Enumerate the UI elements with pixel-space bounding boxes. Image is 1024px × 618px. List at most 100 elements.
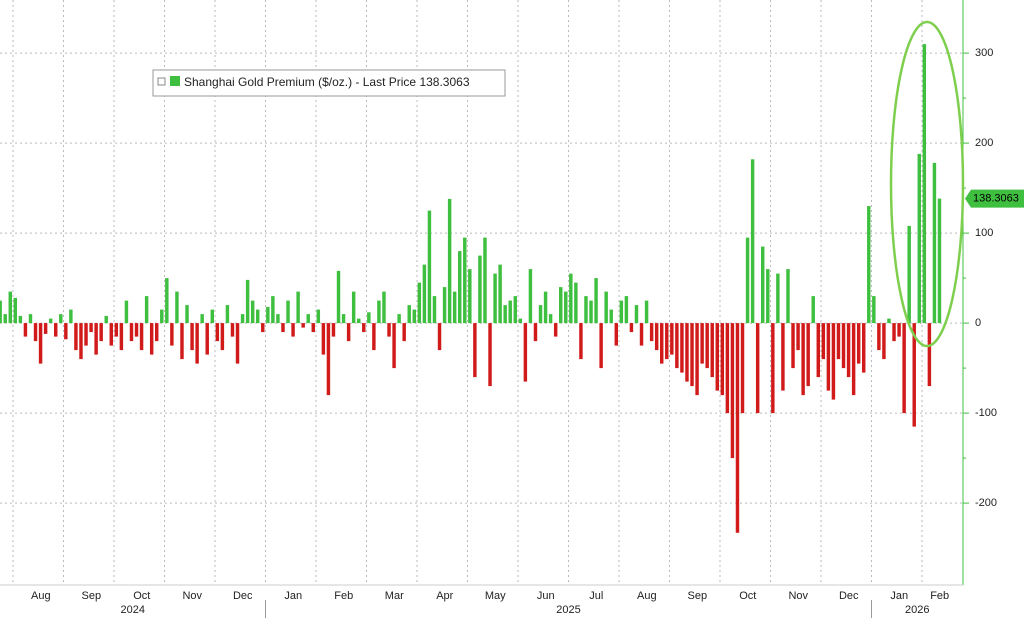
x-tick-label: Oct	[739, 590, 756, 602]
bar	[190, 323, 194, 351]
bar	[43, 323, 48, 334]
bar	[927, 323, 932, 387]
bar	[609, 309, 613, 324]
bar	[533, 323, 538, 342]
bar	[493, 273, 497, 324]
y-tick-label: 200	[975, 137, 993, 149]
x-tick-label: Feb	[930, 590, 949, 602]
bar	[831, 323, 836, 400]
bar	[791, 323, 795, 369]
bar	[543, 291, 548, 324]
bar	[548, 314, 553, 324]
bar	[48, 318, 53, 324]
x-tick-label: Dec	[233, 590, 253, 602]
bar	[624, 296, 629, 324]
bar	[483, 237, 487, 324]
bar	[240, 314, 245, 324]
bar	[351, 291, 356, 324]
x-tick-label: Jun	[537, 590, 555, 602]
bar	[407, 305, 411, 324]
bar	[18, 315, 23, 324]
bar	[104, 315, 108, 324]
bar	[99, 323, 103, 342]
last-price-tag	[965, 189, 1024, 208]
bar	[119, 323, 124, 351]
bar	[644, 300, 649, 324]
bar	[665, 323, 669, 360]
bar	[569, 273, 573, 324]
bar	[149, 323, 154, 355]
bar	[447, 198, 452, 324]
bar	[205, 323, 209, 355]
legend-toggle	[157, 77, 166, 86]
bar	[584, 296, 588, 324]
bar	[649, 323, 654, 342]
bar	[200, 314, 204, 324]
bar	[634, 305, 639, 324]
bar	[160, 309, 164, 324]
bar	[331, 323, 336, 337]
bar	[463, 237, 467, 324]
bar	[402, 323, 406, 342]
bar	[144, 296, 149, 324]
bar	[180, 323, 184, 360]
x-tick-label: Nov	[788, 590, 808, 602]
bar	[417, 282, 422, 324]
bar	[185, 305, 189, 324]
bar	[766, 269, 770, 324]
bar	[392, 323, 396, 369]
bar	[690, 323, 694, 387]
bar	[84, 323, 88, 346]
bar	[851, 323, 856, 396]
year-label: 2026	[905, 604, 929, 616]
bar	[720, 323, 725, 396]
bar	[771, 323, 775, 414]
bar	[816, 323, 820, 378]
x-tick-label: Jul	[589, 590, 603, 602]
bar	[8, 291, 12, 324]
bar	[503, 305, 507, 324]
bar	[907, 225, 911, 324]
bar	[124, 300, 129, 324]
bar	[614, 323, 618, 346]
bar	[912, 323, 916, 427]
bar	[513, 296, 517, 324]
year-label: 2025	[556, 604, 580, 616]
bar	[134, 323, 139, 337]
bar	[296, 291, 300, 324]
bar	[862, 323, 866, 373]
x-tick-label: Dec	[839, 590, 859, 602]
x-tick-label: May	[485, 590, 506, 602]
bar	[427, 210, 432, 324]
bar	[821, 323, 826, 360]
bar	[922, 44, 927, 324]
bar	[937, 198, 942, 324]
bar	[473, 323, 477, 378]
bar	[326, 323, 331, 396]
bar	[488, 323, 492, 387]
bar	[377, 300, 381, 324]
x-tick-label: Sep	[81, 590, 101, 602]
bar	[564, 291, 568, 324]
bar	[872, 296, 876, 324]
bar	[781, 323, 785, 391]
bar	[261, 323, 265, 333]
bar	[715, 323, 719, 391]
bar	[442, 287, 447, 324]
bar	[89, 323, 93, 333]
bar	[574, 282, 578, 324]
bar	[458, 251, 462, 324]
bar	[271, 296, 275, 324]
bar	[235, 323, 240, 364]
bar	[654, 323, 659, 351]
bar	[559, 287, 563, 324]
legend-label: Shanghai Gold Premium ($/oz.) - Last Pri…	[184, 75, 470, 89]
bar	[220, 323, 225, 351]
bar	[867, 206, 871, 324]
bar	[705, 323, 709, 369]
bar	[256, 309, 260, 324]
bar	[422, 264, 427, 324]
bar	[846, 323, 851, 378]
legend-box	[152, 69, 506, 97]
